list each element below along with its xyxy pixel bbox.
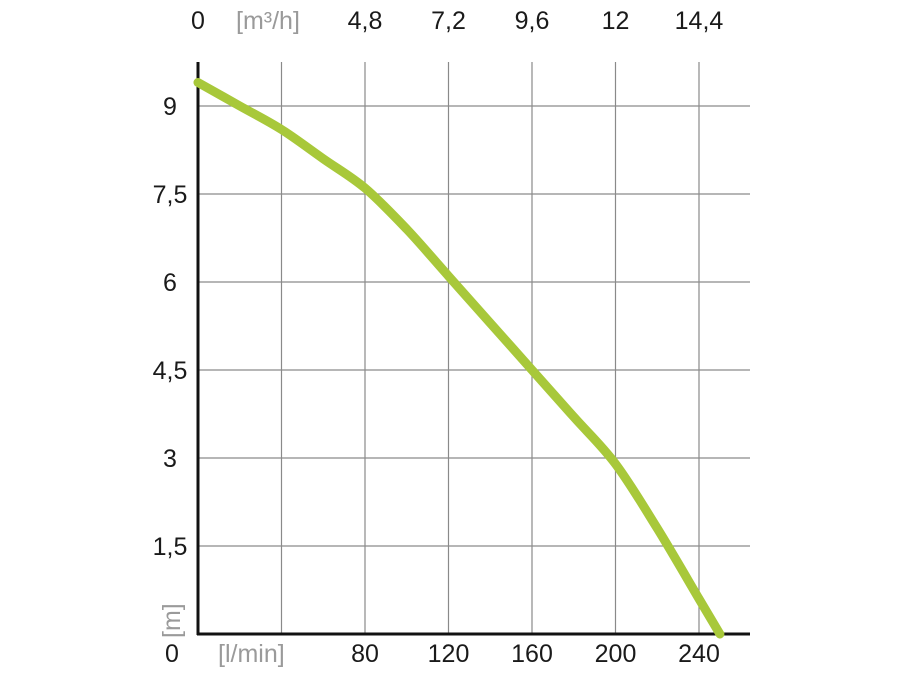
y-tick-label: 3 [163, 445, 177, 473]
x2-tick-label: 7,2 [431, 7, 466, 35]
y-tick-label: 1,5 [153, 533, 188, 561]
x-tick-label: 80 [351, 640, 379, 668]
axes [196, 62, 750, 636]
x-tick-label: 200 [595, 640, 637, 668]
horizontal-gridlines [198, 105, 750, 547]
vertical-gridlines [280, 62, 700, 634]
x-tick-label: 0 [165, 640, 179, 668]
x2-tick-label: 14,4 [675, 7, 724, 35]
x2-tick-label: 0 [191, 7, 205, 35]
y-tick-label: 9 [163, 93, 177, 121]
x2-tick-label: 4,8 [348, 7, 383, 35]
series-layer [193, 78, 725, 639]
y-tick-label: 4,5 [153, 357, 188, 385]
x-tick-label: 160 [511, 640, 553, 668]
x-tick-label: 240 [678, 640, 720, 668]
x-axis-unit-label: [l/min] [218, 640, 285, 668]
y-axis-unit-label: [m] [158, 603, 186, 638]
x2-axis-unit-label: [m³/h] [236, 7, 300, 35]
y-tick-label: 6 [163, 269, 177, 297]
y-tick-label: 7,5 [153, 181, 188, 209]
x2-tick-label: 9,6 [515, 7, 550, 35]
tick-labels: 0 80 120 160 200 240 0 4,8 7,2 9,6 12 14,4 1,5 3 4,5 6 7… [153, 7, 724, 668]
x2-tick-label: 12 [602, 7, 630, 35]
x-tick-label: 120 [428, 640, 470, 668]
series-line [193, 78, 725, 639]
